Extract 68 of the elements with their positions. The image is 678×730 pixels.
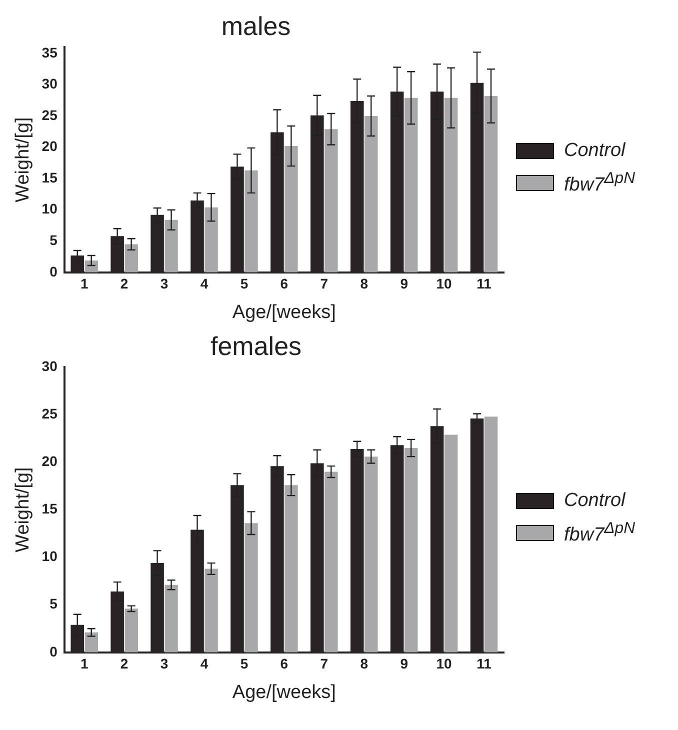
x-tick-label: 2 — [120, 276, 128, 292]
x-tick-label: 11 — [476, 656, 492, 672]
bar — [324, 472, 338, 652]
x-axis-title: Age/[weeks] — [232, 302, 336, 323]
bar — [484, 96, 498, 272]
x-tick-label: 2 — [120, 656, 128, 672]
x-tick-label: 8 — [360, 656, 368, 672]
y-tick-label: 5 — [50, 596, 58, 612]
bar — [84, 632, 98, 652]
x-tick-label: 9 — [400, 656, 408, 672]
bar — [364, 456, 378, 652]
y-tick-label: 25 — [42, 106, 58, 123]
bar — [204, 568, 218, 652]
x-tick-label: 9 — [400, 276, 408, 292]
bar — [124, 608, 138, 652]
x-tick-label: 5 — [240, 276, 248, 292]
chart-title: males — [221, 10, 291, 41]
bar — [284, 146, 298, 272]
y-tick-label: 15 — [42, 500, 58, 517]
y-axis-title: Weight/[g] — [12, 467, 34, 552]
x-tick-label: 1 — [80, 276, 88, 292]
x-tick-label: 1 — [80, 656, 88, 672]
bar — [484, 416, 498, 652]
legend-label: Control — [564, 490, 626, 512]
bar — [444, 434, 458, 652]
legend-label: fbw7$^{ΔpN}$ — [564, 170, 635, 196]
bar — [124, 244, 138, 272]
x-tick-label: 6 — [280, 656, 288, 672]
y-tick-label: 20 — [42, 453, 58, 470]
bar — [404, 98, 418, 272]
y-tick-label: 20 — [42, 138, 58, 154]
y-tick-label: 5 — [50, 232, 58, 248]
y-tick-label: 25 — [42, 406, 58, 422]
bar — [324, 129, 338, 272]
y-tick-label: 15 — [42, 169, 58, 186]
y-tick-label: 30 — [42, 76, 58, 92]
bar — [444, 98, 458, 272]
x-tick-label: 5 — [240, 656, 248, 672]
y-axis-title: Weight/[g] — [12, 117, 34, 202]
chart-title: females — [210, 330, 302, 361]
x-tick-label: 4 — [200, 656, 208, 672]
x-tick-label: 4 — [200, 276, 208, 292]
x-tick-label: 8 — [360, 276, 368, 292]
x-tick-label: 10 — [436, 656, 452, 672]
x-axis-title: Age/[weeks] — [232, 682, 336, 703]
x-tick-label: 3 — [160, 276, 168, 292]
bar — [364, 116, 378, 272]
x-tick-label: 7 — [320, 276, 328, 292]
bar — [204, 207, 218, 272]
bar — [244, 523, 258, 652]
y-tick-label: 10 — [42, 548, 58, 564]
x-tick-label: 10 — [436, 276, 452, 292]
y-tick-label: 0 — [50, 263, 58, 280]
bar — [404, 448, 418, 652]
legend-label: Control — [564, 140, 626, 162]
bar — [164, 220, 178, 272]
x-tick-label: 6 — [280, 276, 288, 292]
legend-label: fbw7$^{ΔpN}$ — [564, 520, 635, 546]
y-tick-label: 10 — [42, 200, 58, 217]
bar — [284, 485, 298, 652]
x-tick-label: 7 — [320, 656, 328, 672]
bar — [164, 584, 178, 652]
x-tick-label: 11 — [476, 276, 492, 292]
y-tick-label: 0 — [50, 643, 58, 660]
y-tick-label: 30 — [42, 358, 58, 374]
bar — [244, 170, 258, 272]
y-tick-label: 35 — [42, 44, 58, 60]
x-tick-label: 3 — [160, 656, 168, 672]
